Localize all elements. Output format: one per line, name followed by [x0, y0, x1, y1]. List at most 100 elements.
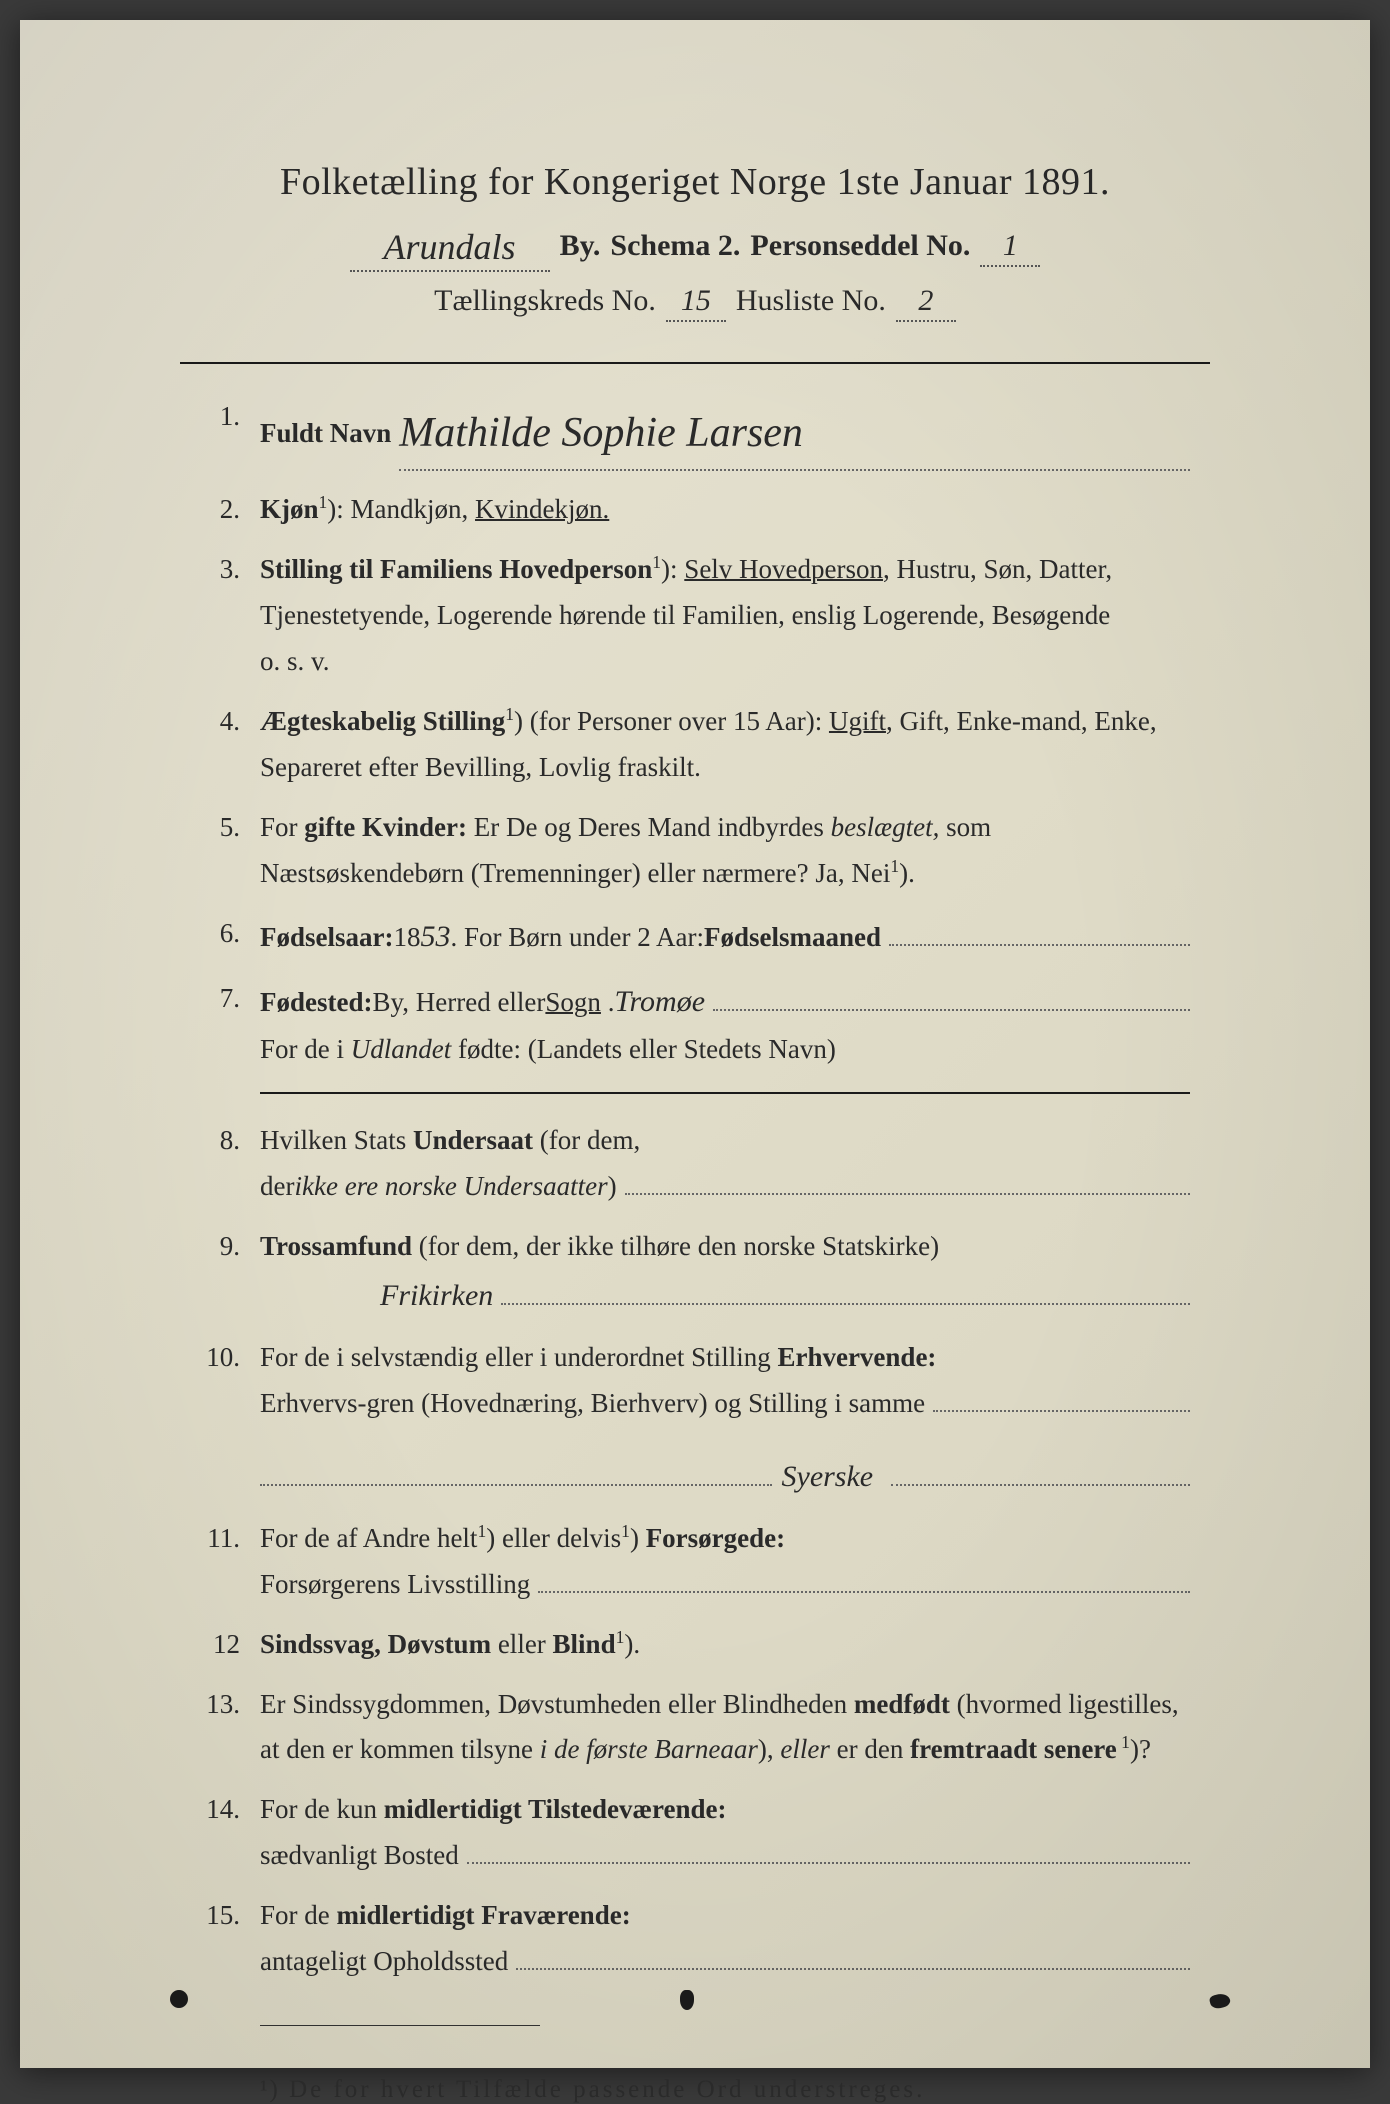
fodested-l2a: For de i [260, 1034, 351, 1064]
forsorgede-t1: For de af Andre helt [260, 1523, 477, 1553]
stilling-label: Stilling til Familiens Hovedperson [260, 554, 652, 584]
personseddel-no: 1 [980, 229, 1040, 267]
sindssvag: Sindssvag, Døvstum [260, 1629, 491, 1659]
num-15: 15. [200, 1893, 260, 1985]
num-6: 6. [200, 911, 260, 962]
erhverv-fill2 [260, 1484, 772, 1486]
aegteskab-selected: Ugift [829, 706, 886, 736]
beslaegtet: beslægtet, [831, 812, 940, 842]
forsorgede-bold: Forsørgede: [646, 1523, 785, 1553]
fodested-value: Tromøe [614, 976, 705, 1027]
undersaat-l1b: (for dem, [533, 1125, 640, 1155]
num-9: 9. [200, 1224, 260, 1321]
undersaat-l1: Hvilken Stats [260, 1125, 413, 1155]
num-7: 7. [200, 976, 260, 1073]
item-15: 15. For de midlertidigt Fraværende: anta… [200, 1893, 1190, 1985]
third-row: Tællingskreds No. 15 Husliste No. 2 [180, 284, 1210, 322]
footnote-rule [260, 2025, 540, 2026]
ink-spot-icon [170, 1990, 188, 2008]
erhverv-bold: Erhvervende: [777, 1335, 936, 1381]
undersaat-l2a: der [260, 1164, 294, 1210]
tilstede-fill [467, 1862, 1190, 1864]
udlandet: Udlandet [351, 1034, 452, 1064]
undersaat-l2b: ) [608, 1164, 617, 1210]
trossamfund-fill [501, 1303, 1190, 1305]
kjon-options: Mandkjøn, [351, 494, 476, 524]
erhverv-fill3 [891, 1484, 1190, 1486]
ink-spot-icon [1209, 1992, 1232, 2011]
fuldt-navn-label: Fuldt Navn [260, 411, 391, 457]
fodselsaar-value: 53 [420, 911, 450, 962]
medfodt-t3: ), [758, 1734, 781, 1764]
footnote: ¹) De for hvert Tilfælde passende Ord un… [180, 2076, 1210, 2104]
stilling-selected: Selv Hovedperson [684, 554, 883, 584]
tellingskreds-label: Tællingskreds No. [434, 284, 656, 318]
schema-label: Schema 2. [610, 229, 740, 263]
undersaat-bold: Undersaat [413, 1125, 533, 1155]
fodselsaar-rest: . For Børn under 2 Aar: [450, 915, 703, 961]
blind: Blind [553, 1629, 616, 1659]
trossamfund-value: Frikirken [380, 1270, 493, 1321]
tellingskreds-no: 15 [666, 284, 726, 322]
item-9: 9. Trossamfund (for dem, der ikke tilhør… [200, 1224, 1190, 1321]
item-8: 8. Hvilken Stats Undersaat (for dem, der… [200, 1118, 1190, 1210]
by-label: By. [560, 229, 601, 263]
trossamfund-text: (for dem, der ikke tilhøre den norske St… [412, 1231, 939, 1261]
erhverv-t2: Erhvervs-gren (Hovednæring, Bierhverv) o… [260, 1381, 925, 1427]
num-8: 8. [200, 1118, 260, 1210]
forsorgede-l2: Forsørgerens Livsstilling [260, 1562, 530, 1608]
erhverv-fill1 [933, 1410, 1190, 1412]
erhverv-value: Syerske [782, 1451, 874, 1502]
item-4: 4. Ægteskabelig Stilling1) (for Personer… [200, 699, 1190, 791]
kjon-selected: Kvindekjøn. [475, 494, 609, 524]
gifte-label: gifte Kvinder: [304, 812, 467, 842]
fodested-l2b: fødte: (Landets eller Stedets Navn) [451, 1034, 836, 1064]
num-3: 3. [200, 547, 260, 685]
ink-spot-icon [680, 1990, 694, 2010]
fodselsaar-label: Fødselsaar: [260, 915, 393, 961]
fodselsmaaned-label: Fødselsmaaned [704, 915, 881, 961]
mid-divider [260, 1092, 1190, 1094]
fravaer-bold: midlertidigt Fraværende: [337, 1900, 631, 1930]
form-body: 1. Fuldt Navn Mathilde Sophie Larsen 2. … [180, 394, 1210, 1985]
fravaer-l2: antageligt Opholdssted [260, 1939, 508, 1985]
item-5: 5. For gifte Kvinder: Er De og Deres Man… [200, 805, 1190, 897]
fravaer-t: For de [260, 1900, 337, 1930]
item-14: 14. For de kun midlertidigt Tilstedevære… [200, 1787, 1190, 1879]
item-2: 2. Kjøn1): Mandkjøn, Kvindekjøn. [200, 487, 1190, 533]
item-6: 6. Fødselsaar: 1853 . For Børn under 2 A… [200, 911, 1190, 962]
num-11: 11. [200, 1516, 260, 1608]
item-11: 11. For de af Andre helt1) eller delvis1… [200, 1516, 1190, 1608]
husliste-label: Husliste No. [736, 284, 886, 318]
tilstede-l2: sædvanligt Bosted [260, 1833, 459, 1879]
item-13: 13. Er Sindssygdommen, Døvstumheden elle… [200, 1682, 1190, 1774]
subtitle-row: Arundals By. Schema 2. Personseddel No. … [180, 222, 1210, 268]
fodested-label: Fødested: [260, 980, 372, 1026]
undersaat-italic: ikke ere norske Undersaatter [294, 1164, 607, 1210]
trossamfund-label: Trossamfund [260, 1231, 412, 1261]
personseddel-label: Personseddel No. [750, 229, 970, 263]
num-14: 14. [200, 1787, 260, 1879]
item-3: 3. Stilling til Familiens Hovedperson1):… [200, 547, 1190, 685]
fravaer-fill [516, 1968, 1190, 1970]
gifte-text: Er De og Deres Mand indbyrdes [467, 812, 831, 842]
num-2: 2. [200, 487, 260, 533]
footnote-text: De for hvert Tilfælde passende Ord under… [280, 2076, 926, 2103]
medfodt-bold: medfødt [854, 1689, 950, 1719]
forsorgede-fill [538, 1591, 1190, 1593]
osv: o. s. v. [260, 646, 330, 676]
erhverv-t1: For de i selvstændig eller i underordnet… [260, 1335, 771, 1381]
aegteskab-label: Ægteskabelig Stilling [260, 706, 505, 736]
fodselsaar-prefix: 18 [393, 915, 420, 961]
kjon-label: Kjøn [260, 494, 319, 524]
eller: eller [780, 1734, 829, 1764]
medfodt-t1: Er Sindssygdommen, Døvstumheden eller Bl… [260, 1689, 854, 1719]
fodested-text: By, Herred eller [372, 980, 545, 1026]
fodselsmaaned-field [889, 944, 1190, 946]
sindssvag2: eller [491, 1629, 552, 1659]
census-form-page: Folketælling for Kongeriget Norge 1ste J… [20, 20, 1370, 2068]
item-1: 1. Fuldt Navn Mathilde Sophie Larsen [200, 394, 1190, 473]
sogn: Sogn [545, 980, 601, 1026]
num-10: 10. [200, 1335, 260, 1502]
tilstede-t: For de kun [260, 1794, 384, 1824]
